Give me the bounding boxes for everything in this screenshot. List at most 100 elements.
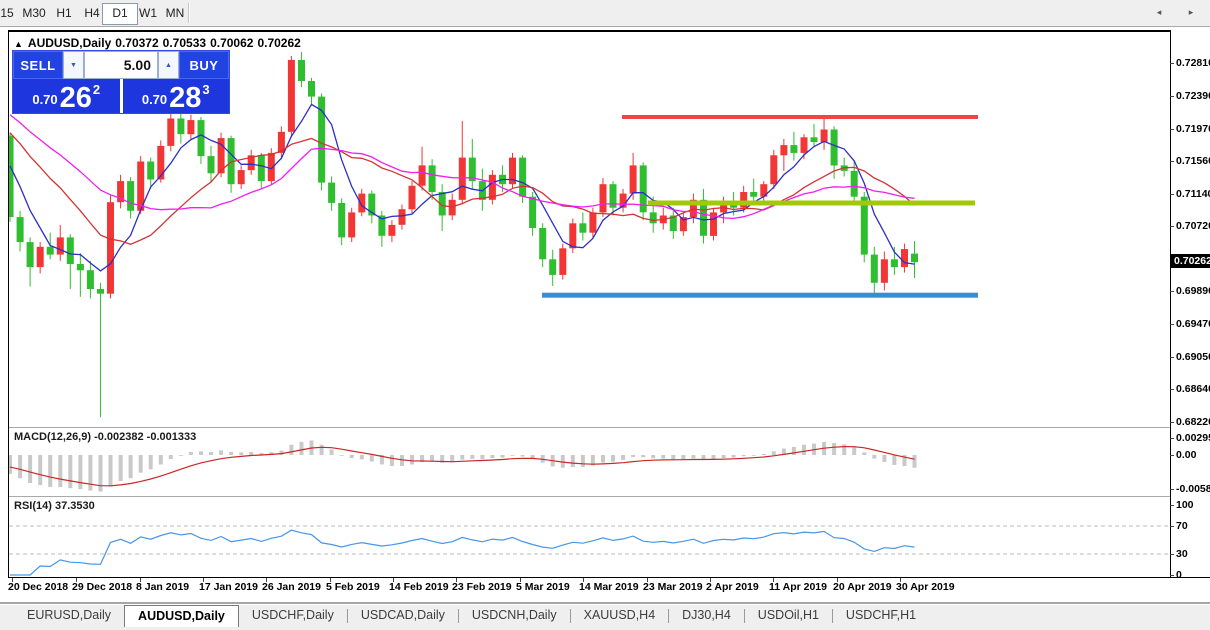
- tab-USDCHF-H1[interactable]: USDCHF,H1: [845, 608, 917, 622]
- axis-tick: [1170, 95, 1174, 97]
- date-tick: [12, 578, 13, 582]
- macd-indicator-canvas[interactable]: [9, 429, 1170, 496]
- timeframe-button-H1[interactable]: H1: [56, 6, 72, 20]
- axis-tick: [1170, 554, 1174, 555]
- macd-tick-label: 0.00: [1176, 449, 1197, 461]
- axis-tick: [1170, 324, 1174, 326]
- date-tick: [203, 578, 204, 582]
- axis-tick: [1170, 160, 1174, 162]
- tab-USDOil-H1[interactable]: USDOil,H1: [757, 608, 819, 622]
- price-tick-label: 0.71140: [1176, 187, 1210, 200]
- ohlc-high: 0.70533: [162, 36, 207, 50]
- tab-separator: [743, 609, 745, 623]
- macd-tick-label: -0.00582: [1176, 482, 1210, 495]
- macd-tick-label: 0.002957: [1176, 431, 1210, 444]
- timeframe-button-MN[interactable]: MN: [165, 6, 185, 20]
- window-top-border: [8, 30, 1170, 32]
- timeframe-toolbar: 15 M30 H1 H4 D1 W1 MN: [0, 0, 1210, 27]
- rsi-separator[interactable]: [9, 496, 1170, 497]
- date-tick-label: 26 Jan 2019: [262, 581, 321, 593]
- chart-title: ▲ AUDUSD,Daily 0.70372 0.70533 0.70062 0.7026…: [14, 36, 305, 50]
- macd-label: MACD(12,26,9) -0.002382 -0.001333: [14, 431, 197, 443]
- axis-tick: [1170, 128, 1174, 130]
- ask-price-pips: 28: [169, 82, 202, 114]
- date-tick: [900, 578, 901, 582]
- date-tick: [520, 578, 521, 582]
- ohlc-low: 0.70062: [210, 36, 254, 50]
- timeframe-button-15[interactable]: 15: [0, 6, 14, 20]
- axis-tick: [1170, 193, 1174, 195]
- tabs-scroll-left-icon[interactable]: ◂: [1156, 7, 1162, 17]
- rsi-label: RSI(14) 37.3530: [14, 500, 95, 512]
- ohlc-open: 0.70372: [115, 36, 159, 50]
- toolbar-separator: [188, 3, 190, 23]
- ask-price-point: 3: [202, 82, 210, 97]
- date-tick-label: 23 Mar 2019: [643, 581, 703, 593]
- tab-DJ30-H4[interactable]: DJ30,H4: [682, 608, 731, 622]
- axis-tick: [1170, 421, 1174, 423]
- bid-price-major: 0.70: [32, 92, 58, 107]
- collapse-panel-icon[interactable]: ▲: [14, 39, 23, 49]
- rsi-tick-label: 100: [1176, 499, 1194, 511]
- tab-USDCNH-Daily[interactable]: USDCNH,Daily: [471, 608, 557, 622]
- ask-price-box[interactable]: 0.70 28 3: [122, 79, 229, 114]
- macd-separator-hl: [9, 428, 1170, 429]
- timeframe-button-D1[interactable]: D1: [102, 3, 138, 25]
- rsi-tick-label: 0: [1176, 569, 1182, 581]
- date-tick: [330, 578, 331, 582]
- date-tick: [266, 578, 267, 582]
- tab-separator: [346, 609, 348, 623]
- volume-increase-button[interactable]: ▲: [158, 51, 179, 79]
- date-tick: [837, 578, 838, 582]
- date-tick: [647, 578, 648, 582]
- axis-tick: [1170, 226, 1174, 228]
- tab-XAUUSD-H4[interactable]: XAUUSD,H4: [583, 608, 656, 622]
- date-tick: [393, 578, 394, 582]
- timeframe-button-M30[interactable]: M30: [22, 6, 46, 20]
- tab-AUDUSD-Daily[interactable]: AUDUSD,Daily: [124, 605, 239, 627]
- date-tick-label: 14 Mar 2019: [579, 581, 639, 593]
- axis-tick: [1170, 63, 1174, 64]
- timeframe-button-H4[interactable]: H4: [84, 6, 100, 20]
- volume-input[interactable]: [84, 51, 158, 79]
- chart-tab-bar: EURUSD,Daily AUDUSD,Daily USDCHF,Daily USDC…: [0, 605, 1210, 630]
- current-price-tag: 0.70262: [1171, 254, 1210, 268]
- bid-price-point: 2: [92, 82, 101, 97]
- date-tick-label: 5 Mar 2019: [516, 581, 570, 593]
- price-chart-canvas[interactable]: [9, 31, 1170, 427]
- rsi-separator-hl: [9, 497, 1170, 498]
- bid-price-box[interactable]: 0.70 26 2: [13, 79, 120, 113]
- date-axis-border: [8, 577, 1210, 578]
- tab-USDCHF-Daily[interactable]: USDCHF,Daily: [251, 608, 334, 622]
- tab-USDCAD-Daily[interactable]: USDCAD,Daily: [360, 608, 445, 622]
- macd-separator[interactable]: [9, 427, 1170, 428]
- sell-button[interactable]: SELL: [13, 51, 63, 79]
- ask-price-major: 0.70: [141, 92, 168, 107]
- axis-tick: [1170, 488, 1174, 490]
- axis-tick: [1170, 291, 1174, 293]
- date-tick-label: 11 Apr 2019: [769, 581, 827, 593]
- buy-button[interactable]: BUY: [179, 51, 229, 79]
- rsi-indicator-canvas[interactable]: [9, 498, 1170, 577]
- volume-decrease-button[interactable]: ▼: [63, 51, 84, 79]
- date-tick-label: 29 Dec 2018: [72, 581, 133, 593]
- tab-EURUSD-Daily[interactable]: EURUSD,Daily: [27, 608, 112, 622]
- axis-tick: [1170, 357, 1174, 359]
- tabs-scroll-right-icon[interactable]: ▸: [1188, 7, 1194, 17]
- chart-window: ▲ AUDUSD,Daily 0.70372 0.70533 0.70062 0.7026…: [8, 30, 1210, 602]
- timeframe-button-W1[interactable]: W1: [139, 6, 157, 20]
- date-tick: [710, 578, 711, 582]
- ohlc-close: 0.70262: [257, 36, 301, 50]
- axis-tick: [1170, 526, 1174, 527]
- rsi-tick-label: 70: [1176, 520, 1188, 532]
- window-left-border: [8, 30, 9, 577]
- date-tick: [76, 578, 77, 582]
